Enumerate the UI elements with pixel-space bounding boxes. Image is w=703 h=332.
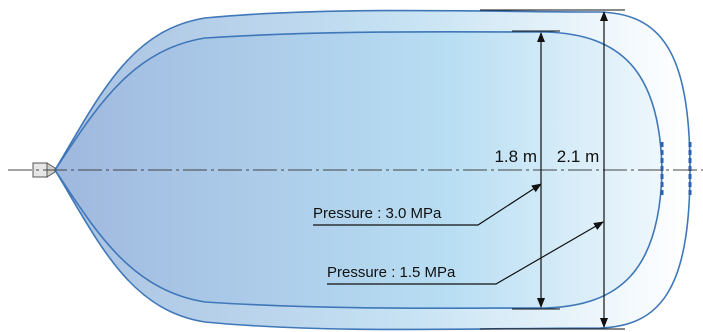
inner-height-label: 1.8 m xyxy=(494,147,537,166)
inner-pressure-leader xyxy=(313,183,542,226)
inner-pressure-label: Pressure : 3.0 MPa xyxy=(313,205,442,222)
outer-pressure-leader xyxy=(327,221,604,285)
outer-pressure-label: Pressure : 1.5 MPa xyxy=(327,264,456,281)
outer-height-label: 2.1 m xyxy=(557,147,600,166)
